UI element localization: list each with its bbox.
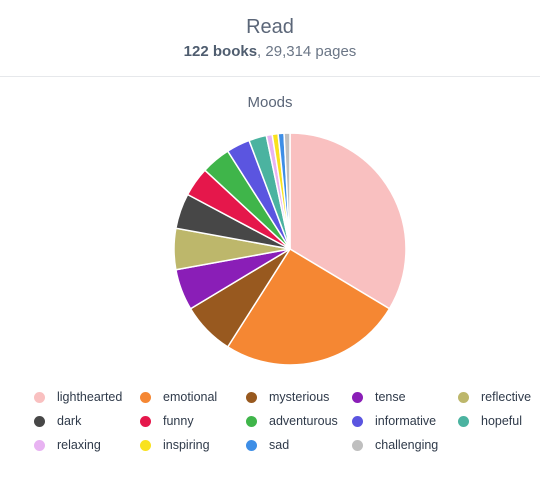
legend-item-inspiring[interactable]: inspiring xyxy=(140,438,210,452)
legend-swatch xyxy=(140,415,151,427)
legend-swatch xyxy=(352,439,363,451)
chart-title: Moods xyxy=(247,94,293,111)
legend-item-sad[interactable]: sad xyxy=(246,438,289,452)
legend-swatch xyxy=(140,391,151,403)
legend-label: mysterious xyxy=(269,390,330,404)
legend-label: funny xyxy=(163,414,194,428)
legend-label: adventurous xyxy=(269,414,338,428)
legend-swatch xyxy=(458,415,469,427)
legend-label: hopeful xyxy=(481,414,523,428)
legend-item-mysterious[interactable]: mysterious xyxy=(246,390,329,404)
legend-item-relaxing[interactable]: relaxing xyxy=(34,438,101,452)
legend-swatch xyxy=(352,391,363,403)
legend-item-hopeful[interactable]: hopeful xyxy=(458,414,522,428)
page-count: , 29,314 pages xyxy=(257,43,357,60)
legend-item-lighthearted[interactable]: lighthearted xyxy=(34,390,122,404)
legend-item-reflective[interactable]: reflective xyxy=(458,390,531,404)
legend-swatch xyxy=(246,391,257,403)
legend-item-funny[interactable]: funny xyxy=(140,414,194,428)
legend-item-informative[interactable]: informative xyxy=(352,414,436,428)
legend-swatch xyxy=(246,439,257,451)
legend-swatch xyxy=(458,391,469,403)
legend-swatch xyxy=(34,391,45,403)
legend-label: inspiring xyxy=(163,438,210,452)
legend-swatch xyxy=(34,439,45,451)
legend-label: reflective xyxy=(481,390,532,404)
moods-pie-chart xyxy=(173,132,407,366)
legend-label: dark xyxy=(57,414,82,428)
legend-label: tense xyxy=(375,390,406,404)
pie-slice-lighthearted[interactable] xyxy=(289,132,407,310)
legend-label: emotional xyxy=(163,390,218,404)
legend-item-challenging[interactable]: challenging xyxy=(352,438,438,452)
legend-swatch xyxy=(352,415,363,427)
pie-slice-challenging[interactable] xyxy=(283,132,291,250)
legend-label: sad xyxy=(269,438,290,452)
read-summary: 122 books, 29,314 pages xyxy=(0,43,540,60)
pie-slice-emotional[interactable] xyxy=(226,247,391,366)
legend-label: relaxing xyxy=(57,438,101,452)
legend-item-emotional[interactable]: emotional xyxy=(140,390,217,404)
legend-swatch xyxy=(140,439,151,451)
legend-swatch xyxy=(34,415,45,427)
legend-label: lighthearted xyxy=(57,390,123,404)
legend-label: informative xyxy=(375,414,437,428)
page-title: Read xyxy=(246,16,294,38)
book-count: 122 books xyxy=(183,43,258,60)
legend-item-tense[interactable]: tense xyxy=(352,390,406,404)
legend-swatch xyxy=(246,415,257,427)
legend-label: challenging xyxy=(375,438,439,452)
legend-item-adventurous[interactable]: adventurous xyxy=(246,414,338,428)
legend-item-dark[interactable]: dark xyxy=(34,414,81,428)
summary-header: Read 122 books, 29,314 pages xyxy=(0,0,540,77)
